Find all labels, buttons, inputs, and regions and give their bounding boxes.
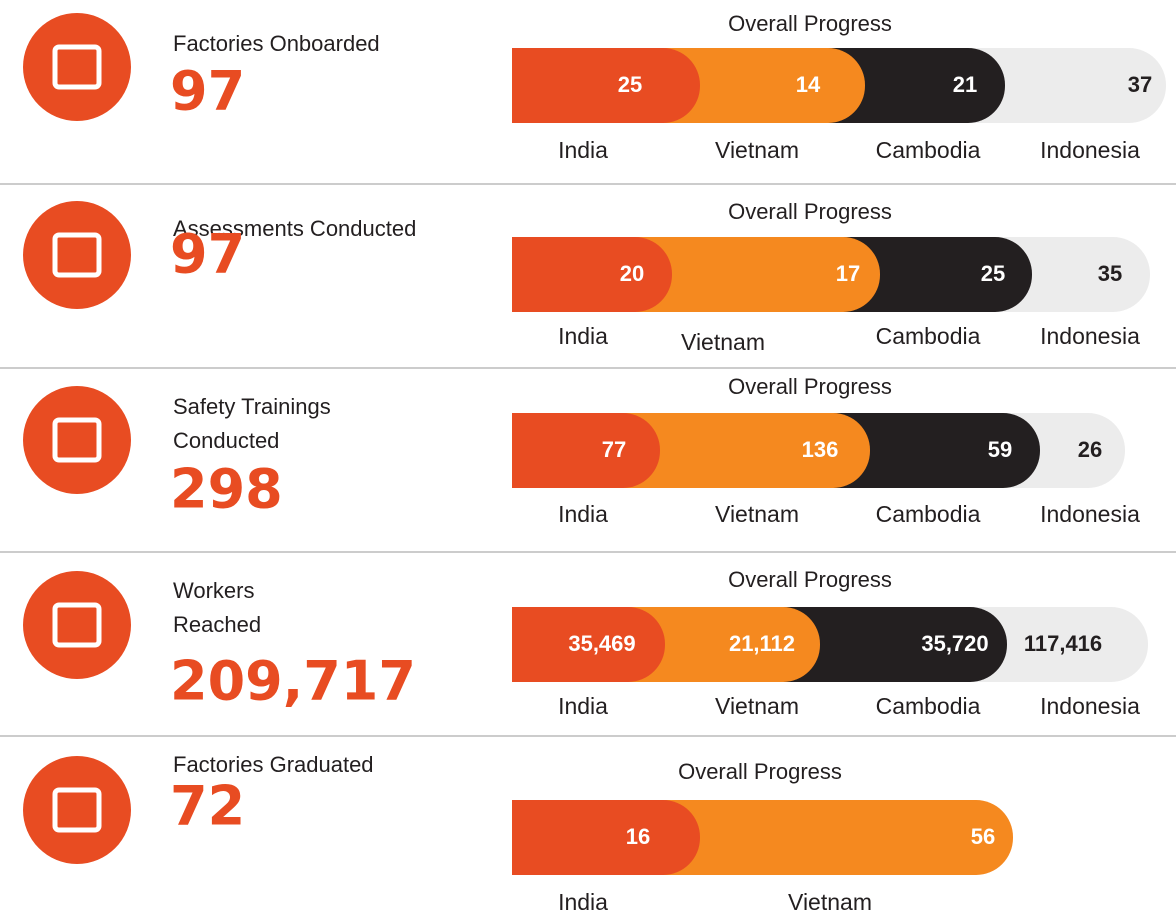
country-label: Vietnam bbox=[681, 329, 765, 355]
progress-title: Overall Progress bbox=[728, 199, 892, 224]
country-label: Cambodia bbox=[876, 137, 981, 163]
bar-start bbox=[512, 413, 562, 488]
segment-value: 20 bbox=[620, 261, 644, 286]
segment-value: 37 bbox=[1128, 72, 1152, 97]
country-label: Vietnam bbox=[715, 693, 799, 719]
segment-value: 77 bbox=[602, 437, 626, 462]
segment-value: 59 bbox=[988, 437, 1012, 462]
metric-label: Assessments Conducted bbox=[173, 216, 416, 241]
country-label: Cambodia bbox=[876, 501, 981, 527]
country-label: Cambodia bbox=[876, 323, 981, 349]
country-label: India bbox=[558, 323, 608, 349]
segment-value: 21,112 bbox=[729, 631, 795, 656]
icon-glyph bbox=[52, 417, 102, 463]
icon-bg bbox=[23, 571, 131, 679]
icon-glyph bbox=[52, 602, 102, 648]
metric-total: 72 bbox=[170, 775, 245, 838]
row-icon bbox=[23, 756, 131, 864]
segment-value: 35 bbox=[1098, 261, 1122, 286]
country-label: Indonesia bbox=[1040, 693, 1140, 719]
row-icon bbox=[23, 13, 131, 121]
segment-value: 14 bbox=[796, 72, 821, 97]
bar-start bbox=[512, 607, 562, 682]
segment-value: 35,469 bbox=[568, 631, 635, 656]
segment-value: 17 bbox=[836, 261, 860, 286]
country-label: India bbox=[558, 137, 608, 163]
metric-label: Safety Trainings bbox=[173, 394, 331, 419]
icon-glyph bbox=[52, 232, 102, 278]
bar-start bbox=[512, 48, 562, 123]
metric-label: Factories Onboarded bbox=[173, 31, 380, 56]
metric-label: Factories Graduated bbox=[173, 752, 374, 777]
country-label: Indonesia bbox=[1040, 501, 1140, 527]
progress-title: Overall Progress bbox=[728, 567, 892, 592]
country-label: Vietnam bbox=[788, 889, 872, 915]
icon-bg bbox=[23, 386, 131, 494]
metric-total: 97 bbox=[170, 60, 245, 123]
country-label: Vietnam bbox=[715, 137, 799, 163]
icon-bg bbox=[23, 13, 131, 121]
country-label: Vietnam bbox=[715, 501, 799, 527]
metric-total: 209,717 bbox=[170, 650, 416, 713]
progress-title: Overall Progress bbox=[728, 11, 892, 36]
country-label: India bbox=[558, 693, 608, 719]
segment-value: 117,416 bbox=[1024, 631, 1102, 656]
metric-label: Reached bbox=[173, 612, 261, 637]
bar-start bbox=[512, 237, 562, 312]
segment-value: 21 bbox=[953, 72, 977, 97]
metric-label: Conducted bbox=[173, 428, 279, 453]
metric-total: 97 bbox=[170, 223, 245, 286]
icon-glyph bbox=[52, 44, 102, 90]
segment-value: 25 bbox=[618, 72, 642, 97]
icon-bg bbox=[23, 756, 131, 864]
segment-value: 56 bbox=[971, 824, 995, 849]
country-label: India bbox=[558, 889, 608, 915]
icon-bg bbox=[23, 201, 131, 309]
segment-value: 35,720 bbox=[921, 631, 988, 656]
row-icon bbox=[23, 571, 131, 679]
metric-label: Workers bbox=[173, 578, 255, 603]
progress-title: Overall Progress bbox=[728, 374, 892, 399]
country-label: India bbox=[558, 501, 608, 527]
country-label: Indonesia bbox=[1040, 137, 1140, 163]
segment-value: 16 bbox=[626, 824, 650, 849]
icon-glyph bbox=[52, 787, 102, 833]
metric-total: 298 bbox=[170, 458, 283, 521]
segment-value: 25 bbox=[981, 261, 1005, 286]
segment-value: 136 bbox=[802, 437, 839, 462]
row-icon bbox=[23, 386, 131, 494]
segment-value: 26 bbox=[1078, 437, 1102, 462]
country-label: Cambodia bbox=[876, 693, 981, 719]
bar-start bbox=[512, 800, 562, 875]
country-label: Indonesia bbox=[1040, 323, 1140, 349]
progress-title: Overall Progress bbox=[678, 759, 842, 784]
row-icon bbox=[23, 201, 131, 309]
